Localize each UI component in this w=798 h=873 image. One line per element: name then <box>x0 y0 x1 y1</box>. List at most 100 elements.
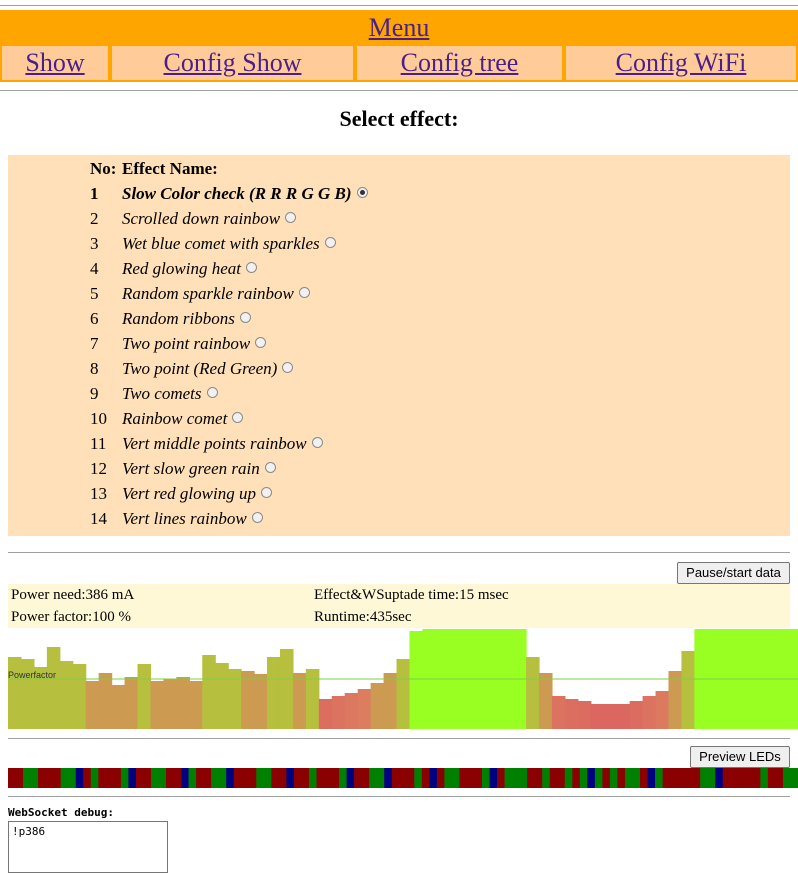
nav-link-config-wifi[interactable]: Config WiFi <box>615 48 747 77</box>
led-pixel <box>135 768 144 788</box>
led-pixel <box>248 768 257 788</box>
effect-name: Two comets <box>122 381 218 406</box>
led-pixel <box>482 768 490 788</box>
chart-bar <box>137 664 152 729</box>
led-pixel <box>730 768 739 788</box>
effect-radio[interactable] <box>298 287 310 298</box>
led-pixel <box>181 768 189 788</box>
led-pixel <box>324 768 332 788</box>
chart-bar <box>629 701 644 729</box>
effect-number: 9 <box>90 384 99 403</box>
effect-radio[interactable] <box>245 262 257 273</box>
effect-number: 6 <box>90 309 99 328</box>
led-pixel <box>45 768 54 788</box>
effect-label: Vert slow green rain <box>122 459 260 478</box>
led-pixel <box>782 768 791 788</box>
chart-bar <box>357 689 372 729</box>
chart-bar <box>150 681 165 729</box>
led-pixel <box>572 768 581 788</box>
effect-radio[interactable] <box>255 337 267 348</box>
led-pixel <box>640 768 648 788</box>
led-pixel <box>707 768 716 788</box>
page-title: Select effect: <box>339 106 459 131</box>
chart-bar <box>111 685 126 729</box>
effect-radio[interactable] <box>232 412 244 423</box>
led-pixel <box>609 768 618 788</box>
led-pixel <box>587 768 596 788</box>
effect-name: Vert lines rainbow <box>122 506 263 531</box>
effects-header: No: Effect Name: <box>8 156 790 181</box>
effect-name: Slow Color check (R R R G G B) <box>122 181 368 206</box>
led-pixel <box>790 768 798 788</box>
led-pixel <box>685 768 694 788</box>
effect-radio[interactable] <box>282 362 294 373</box>
led-pixel <box>203 768 212 788</box>
chart-bar <box>176 677 190 729</box>
preview-leds-button[interactable]: Preview LEDs <box>690 746 790 768</box>
chart-bar <box>279 649 294 729</box>
nav-item-show: Show <box>0 46 110 82</box>
effect-radio[interactable] <box>356 187 368 198</box>
effect-radio[interactable] <box>264 462 276 473</box>
effect-name: Rainbow comet <box>122 406 244 431</box>
led-pixel <box>293 768 302 788</box>
led-pixel <box>617 768 626 788</box>
powerfactor-chart-svg <box>8 629 798 729</box>
led-pixel <box>128 768 137 788</box>
effect-row: 10 Rainbow comet <box>8 406 790 431</box>
effect-radio[interactable] <box>324 237 336 248</box>
effect-row: 5 Random sparkle rainbow <box>8 281 790 306</box>
nav-link-config-tree[interactable]: Config tree <box>400 48 519 77</box>
header-no: No: <box>90 159 117 178</box>
header-name: Effect Name: <box>122 159 218 178</box>
effect-row: 14 Vert lines rainbow <box>8 506 790 531</box>
chart-bar <box>344 693 359 729</box>
chart-bar <box>590 704 605 729</box>
led-pixel <box>226 768 235 788</box>
led-pixel <box>519 768 528 788</box>
led-pixel <box>489 768 498 788</box>
led-pixel <box>120 768 129 788</box>
websocket-debug-textarea[interactable]: !p386 <box>8 821 168 873</box>
led-pixel <box>594 768 603 788</box>
nav-link-show[interactable]: Show <box>25 48 85 77</box>
effect-radio[interactable] <box>239 312 251 323</box>
runtime: Runtime:435sec <box>314 609 412 625</box>
effect-label: Vert middle points rainbow <box>122 434 307 453</box>
chart-bar <box>564 699 579 729</box>
led-pixel <box>466 768 475 788</box>
effect-radio[interactable] <box>251 512 263 523</box>
chart-bar <box>526 657 540 729</box>
chart-bar <box>577 701 592 729</box>
led-pixel <box>75 768 84 788</box>
led-pixel <box>775 768 784 788</box>
powerfactor-label: Powerfactor <box>8 670 57 680</box>
chart-bar <box>228 669 242 729</box>
led-pixel <box>767 768 776 788</box>
led-pixel <box>369 768 378 788</box>
led-pixel <box>760 768 769 788</box>
pause-start-data-button[interactable]: Pause/start data <box>677 562 790 584</box>
led-pixel <box>444 768 453 788</box>
chart-bar <box>538 673 553 729</box>
led-pixel <box>737 768 746 788</box>
effect-radio[interactable] <box>285 212 297 223</box>
powerfactor-chart: Powerfactor <box>8 629 798 729</box>
nav-link-config-show[interactable]: Config Show <box>163 48 302 77</box>
led-pixel <box>188 768 197 788</box>
led-pixel <box>504 768 513 788</box>
led-pixel <box>715 768 724 788</box>
effect-radio[interactable] <box>311 437 323 448</box>
chart-bar <box>616 704 631 729</box>
effect-number: 13 <box>90 484 107 503</box>
websocket-debug-label: WebSocket debug: <box>8 806 114 819</box>
chart-bar <box>383 673 398 729</box>
led-pixel <box>158 768 167 788</box>
effect-radio[interactable] <box>206 387 218 398</box>
menu-link[interactable]: Menu <box>368 13 430 42</box>
update-time: Effect&WSuptade time:15 msec <box>314 587 509 603</box>
led-pixel <box>474 768 483 788</box>
led-pixel <box>30 768 39 788</box>
effect-radio[interactable] <box>260 487 272 498</box>
chart-bar <box>409 631 424 729</box>
